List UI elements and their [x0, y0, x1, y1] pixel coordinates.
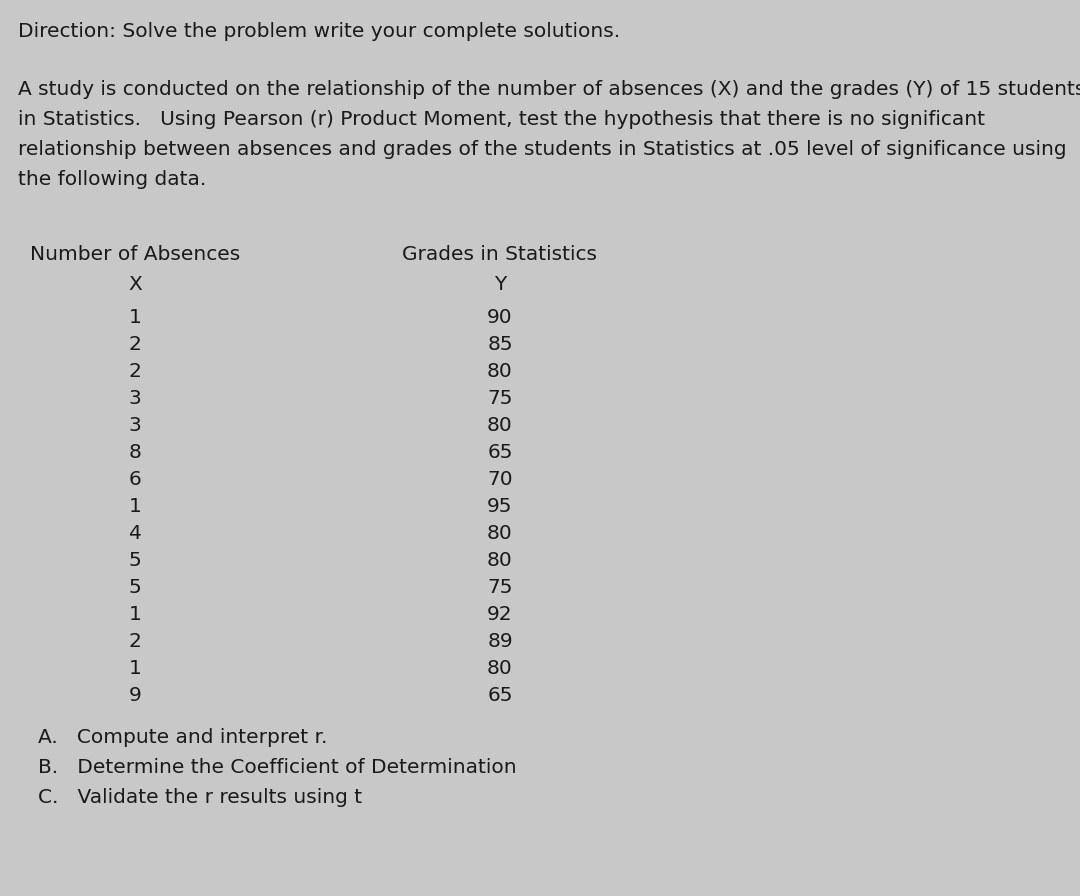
Text: 80: 80 — [487, 524, 513, 543]
Text: 70: 70 — [487, 470, 513, 489]
Text: X: X — [129, 275, 141, 294]
Text: Y: Y — [494, 275, 507, 294]
Text: 89: 89 — [487, 632, 513, 651]
Text: 75: 75 — [487, 389, 513, 408]
Text: 92: 92 — [487, 605, 513, 624]
Text: 2: 2 — [129, 335, 141, 354]
Text: 1: 1 — [129, 605, 141, 624]
Text: 1: 1 — [129, 659, 141, 678]
Text: relationship between absences and grades of the students in Statistics at .05 le: relationship between absences and grades… — [18, 140, 1067, 159]
Text: A study is conducted on the relationship of the number of absences (X) and the g: A study is conducted on the relationship… — [18, 80, 1080, 99]
Text: 85: 85 — [487, 335, 513, 354]
Text: 65: 65 — [487, 443, 513, 462]
Text: 80: 80 — [487, 416, 513, 435]
Text: the following data.: the following data. — [18, 170, 206, 189]
Text: 90: 90 — [487, 308, 513, 327]
Text: 65: 65 — [487, 686, 513, 705]
Text: Number of Absences: Number of Absences — [30, 245, 240, 264]
Text: 80: 80 — [487, 659, 513, 678]
Text: 75: 75 — [487, 578, 513, 597]
Text: in Statistics.   Using Pearson (r) Product Moment, test the hypothesis that ther: in Statistics. Using Pearson (r) Product… — [18, 110, 985, 129]
Text: 1: 1 — [129, 497, 141, 516]
Text: Direction: Solve the problem write your complete solutions.: Direction: Solve the problem write your … — [18, 22, 620, 41]
Text: 1: 1 — [129, 308, 141, 327]
Text: 80: 80 — [487, 551, 513, 570]
Text: 2: 2 — [129, 632, 141, 651]
Text: 4: 4 — [129, 524, 141, 543]
Text: 5: 5 — [129, 578, 141, 597]
Text: C.   Validate the r results using t: C. Validate the r results using t — [38, 788, 362, 807]
Text: 3: 3 — [129, 389, 141, 408]
Text: 8: 8 — [129, 443, 141, 462]
Text: 9: 9 — [129, 686, 141, 705]
Text: 5: 5 — [129, 551, 141, 570]
Text: A.   Compute and interpret r.: A. Compute and interpret r. — [38, 728, 327, 747]
Text: 2: 2 — [129, 362, 141, 381]
Text: B.   Determine the Coefficient of Determination: B. Determine the Coefficient of Determin… — [38, 758, 516, 777]
Text: 3: 3 — [129, 416, 141, 435]
Text: 95: 95 — [487, 497, 513, 516]
Text: 80: 80 — [487, 362, 513, 381]
Text: Grades in Statistics: Grades in Statistics — [403, 245, 597, 264]
Text: 6: 6 — [129, 470, 141, 489]
